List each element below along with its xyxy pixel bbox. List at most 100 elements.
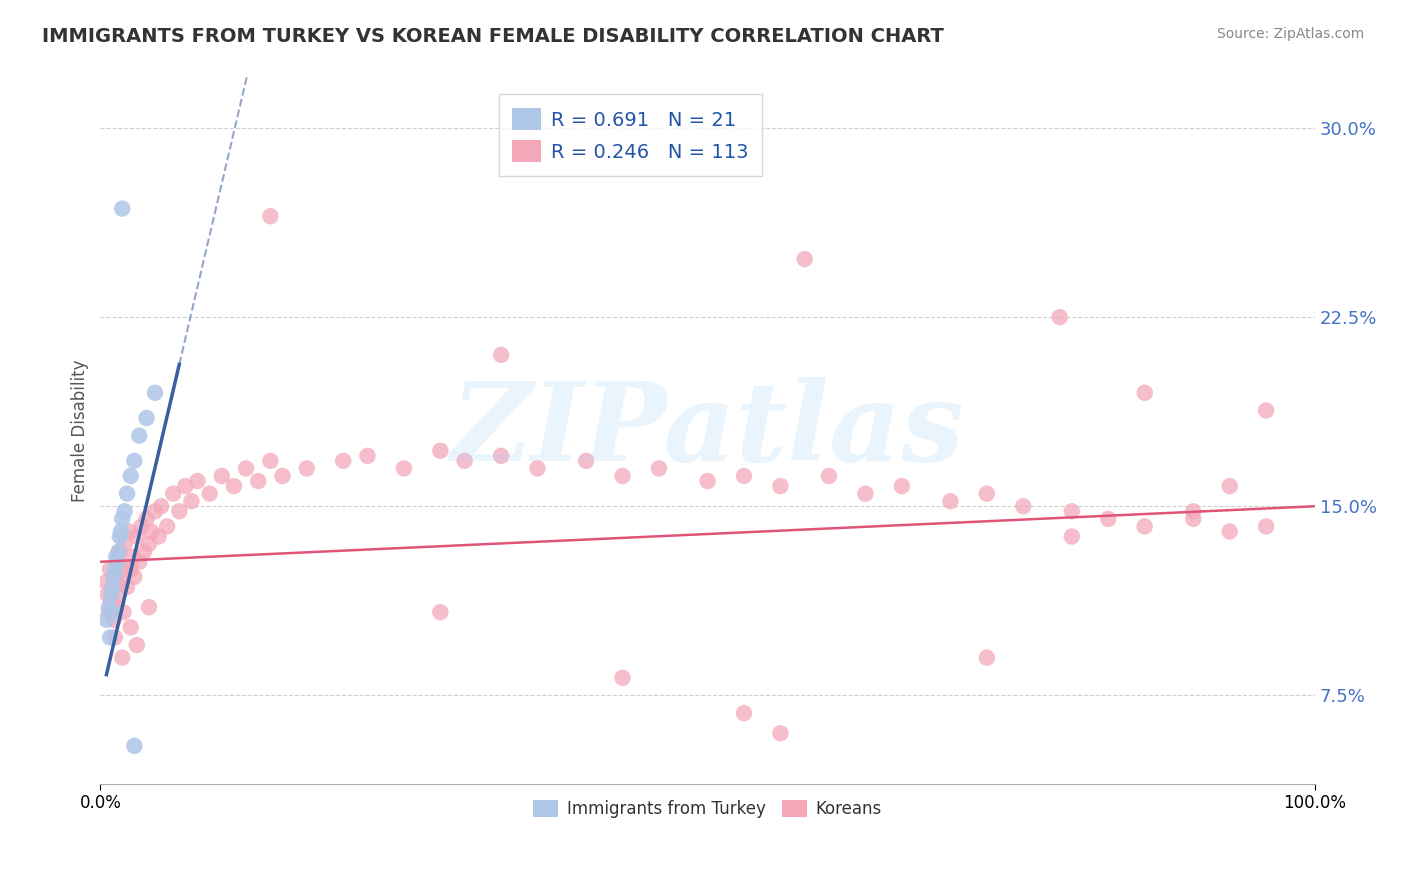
Point xyxy=(939,494,962,508)
Point xyxy=(1060,529,1083,543)
Point xyxy=(98,562,121,576)
Point xyxy=(96,613,118,627)
Legend: Immigrants from Turkey, Koreans: Immigrants from Turkey, Koreans xyxy=(527,793,889,825)
Point xyxy=(125,529,148,543)
Point xyxy=(247,474,270,488)
Text: Source: ZipAtlas.com: Source: ZipAtlas.com xyxy=(1216,27,1364,41)
Point xyxy=(1256,519,1278,533)
Point xyxy=(429,605,451,619)
Point xyxy=(148,529,170,543)
Point xyxy=(1133,385,1156,400)
Point xyxy=(575,454,598,468)
Point xyxy=(105,555,128,569)
Point xyxy=(526,461,548,475)
Point xyxy=(271,469,294,483)
Point xyxy=(1060,504,1083,518)
Point xyxy=(125,638,148,652)
Point xyxy=(818,469,841,483)
Point xyxy=(96,574,118,589)
Point xyxy=(1182,504,1205,518)
Point xyxy=(107,588,129,602)
Point xyxy=(235,461,257,475)
Point xyxy=(769,726,792,740)
Point xyxy=(976,486,998,500)
Point xyxy=(211,469,233,483)
Y-axis label: Female Disability: Female Disability xyxy=(72,359,89,502)
Point xyxy=(976,650,998,665)
Point xyxy=(104,570,127,584)
Point xyxy=(174,479,197,493)
Point xyxy=(101,580,124,594)
Point xyxy=(135,512,157,526)
Point xyxy=(97,588,120,602)
Point xyxy=(259,209,281,223)
Point xyxy=(135,411,157,425)
Point xyxy=(105,600,128,615)
Point xyxy=(105,549,128,564)
Point xyxy=(110,524,132,539)
Point xyxy=(1097,512,1119,526)
Point xyxy=(1256,403,1278,417)
Point xyxy=(108,529,131,543)
Point xyxy=(143,504,166,518)
Point xyxy=(128,428,150,442)
Point xyxy=(1182,512,1205,526)
Point xyxy=(356,449,378,463)
Point xyxy=(104,562,127,576)
Point xyxy=(128,555,150,569)
Point xyxy=(111,562,134,576)
Point xyxy=(104,631,127,645)
Point xyxy=(110,574,132,589)
Point xyxy=(198,486,221,500)
Point xyxy=(612,469,634,483)
Point xyxy=(114,504,136,518)
Point xyxy=(169,504,191,518)
Point xyxy=(855,486,877,500)
Point xyxy=(120,469,142,483)
Point xyxy=(1012,500,1035,514)
Point xyxy=(105,555,128,569)
Text: IMMIGRANTS FROM TURKEY VS KOREAN FEMALE DISABILITY CORRELATION CHART: IMMIGRANTS FROM TURKEY VS KOREAN FEMALE … xyxy=(42,27,943,45)
Point xyxy=(295,461,318,475)
Point xyxy=(769,479,792,493)
Point xyxy=(259,454,281,468)
Point xyxy=(890,479,912,493)
Point xyxy=(124,454,146,468)
Point xyxy=(489,449,512,463)
Point xyxy=(124,570,146,584)
Point xyxy=(141,524,163,539)
Point xyxy=(392,461,415,475)
Point xyxy=(108,544,131,558)
Point xyxy=(103,570,125,584)
Point xyxy=(107,544,129,558)
Point xyxy=(98,631,121,645)
Point xyxy=(101,605,124,619)
Point xyxy=(186,474,208,488)
Point xyxy=(733,469,755,483)
Point xyxy=(429,443,451,458)
Point xyxy=(156,519,179,533)
Point xyxy=(114,537,136,551)
Point xyxy=(1219,524,1241,539)
Point xyxy=(1133,519,1156,533)
Point xyxy=(733,706,755,720)
Point xyxy=(162,486,184,500)
Point xyxy=(143,385,166,400)
Point xyxy=(115,486,138,500)
Point xyxy=(132,544,155,558)
Point xyxy=(138,537,160,551)
Point xyxy=(648,461,671,475)
Point xyxy=(111,512,134,526)
Point xyxy=(101,580,124,594)
Point xyxy=(222,479,245,493)
Point xyxy=(103,613,125,627)
Point xyxy=(793,252,815,266)
Point xyxy=(118,524,141,539)
Point xyxy=(97,600,120,615)
Point xyxy=(100,588,122,602)
Point xyxy=(453,454,475,468)
Text: ZIPatlas: ZIPatlas xyxy=(450,376,965,484)
Point xyxy=(100,595,122,609)
Point xyxy=(111,650,134,665)
Point xyxy=(115,580,138,594)
